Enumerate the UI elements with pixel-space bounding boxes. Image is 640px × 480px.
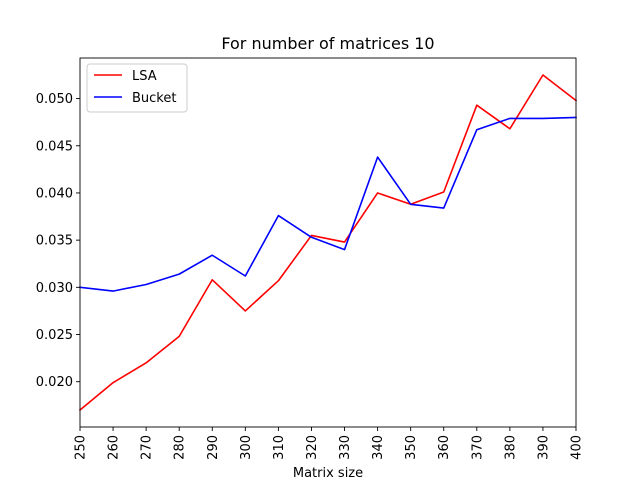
x-tick-label: 350 [404,435,419,460]
y-tick-label: 0.045 [36,139,73,154]
x-axis-label: Matrix size [293,466,363,480]
y-tick-label: 0.030 [36,281,73,296]
x-tick-label: 390 [536,435,551,460]
series-line-lsa [78,74,578,412]
x-tick-label: 380 [503,435,518,460]
x-tick-label: 270 [140,435,155,460]
x-tick-label: 340 [371,435,386,460]
x-tick-label: 250 [74,435,89,460]
x-tick-label: 320 [305,435,320,460]
chart-title: For number of matrices 10 [221,34,434,53]
x-tick-label: 290 [206,435,221,460]
series-line-bucket [79,116,577,292]
x-tick-label: 370 [470,435,485,460]
y-tick-label: 0.040 [36,186,73,201]
legend-label-bucket: Bucket [132,91,176,106]
x-tick-label: 260 [107,435,122,460]
y-tick-label: 0.035 [36,234,73,249]
y-tick-label: 0.050 [36,92,73,107]
y-tick-label: 0.020 [36,375,73,390]
x-tick-label: 280 [173,435,188,460]
plot-frame [79,57,577,428]
x-tick-label: 300 [239,435,254,460]
y-tick-label: 0.025 [36,328,73,343]
x-tick-label: 330 [338,435,353,460]
legend-label-lsa: LSA [132,69,157,84]
x-tick-label: 360 [437,435,452,460]
x-tick-label: 310 [272,435,287,460]
legend-box [86,63,188,113]
x-tick-label: 400 [570,435,585,460]
